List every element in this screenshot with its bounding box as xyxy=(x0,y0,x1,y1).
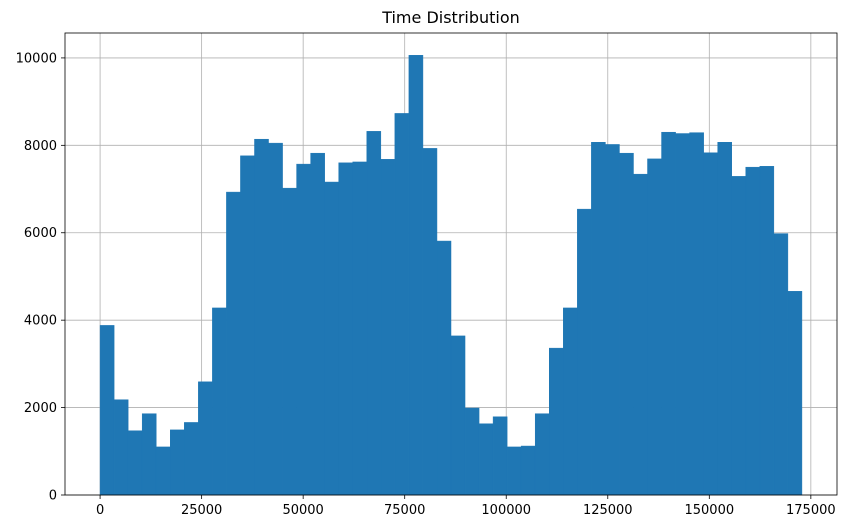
histogram-bar xyxy=(184,422,199,496)
histogram-bar xyxy=(717,142,732,496)
x-tick-label: 100000 xyxy=(481,503,531,518)
x-tick-label: 150000 xyxy=(684,503,734,518)
histogram-bar xyxy=(563,307,578,496)
histogram-bar xyxy=(324,181,339,496)
x-tick-label: 125000 xyxy=(583,503,633,518)
histogram-bar xyxy=(380,159,396,496)
histogram-bar xyxy=(787,291,803,496)
histogram-bar xyxy=(254,138,269,496)
histogram-bar xyxy=(520,445,536,496)
histogram-bar xyxy=(310,152,325,496)
histogram-bar xyxy=(141,413,157,496)
y-tick-label: 4000 xyxy=(24,314,57,329)
histogram-bar xyxy=(155,446,171,496)
histogram-bar xyxy=(675,133,690,496)
histogram-bar xyxy=(591,142,606,496)
y-tick-label: 0 xyxy=(49,489,57,504)
plot-frame xyxy=(64,32,838,496)
histogram-bar xyxy=(633,173,648,496)
y-tick-label: 2000 xyxy=(24,401,57,416)
histogram-bar xyxy=(619,152,634,496)
histogram-bar xyxy=(450,335,466,496)
histogram-bar xyxy=(731,176,747,496)
x-tick-label: 75000 xyxy=(384,503,425,518)
x-tick-label: 0 xyxy=(96,503,104,518)
histogram-bar xyxy=(198,381,213,496)
histogram-bar xyxy=(549,347,564,496)
y-tick-label: 10000 xyxy=(16,51,57,66)
histogram-bar xyxy=(661,131,676,496)
histogram-bars xyxy=(99,55,803,496)
histogram-bar xyxy=(577,208,592,496)
x-tick-label: 175000 xyxy=(786,503,836,518)
histogram-bar xyxy=(605,144,620,496)
histogram-bar xyxy=(338,162,353,496)
y-tick-label: 6000 xyxy=(24,226,57,241)
x-tick-label: 25000 xyxy=(181,503,222,518)
histogram-bar xyxy=(226,191,241,496)
histogram-bar xyxy=(268,142,283,496)
histogram-bar xyxy=(422,148,438,496)
histogram-bar xyxy=(703,152,718,496)
histogram-bar xyxy=(534,413,550,496)
histogram-bar xyxy=(352,161,368,496)
histogram-bar xyxy=(745,166,761,496)
histogram-bar xyxy=(282,187,297,496)
axis-ticks: 0 25000 50000 75000 100000 125000 150000 175000… xyxy=(16,51,836,518)
histogram-bar xyxy=(366,131,382,496)
histogram-bar xyxy=(506,446,522,496)
histogram-bar xyxy=(408,55,424,496)
histogram-bar xyxy=(436,240,452,496)
histogram-bar xyxy=(99,325,115,496)
histogram-bar xyxy=(773,233,789,496)
axes-frame xyxy=(64,32,838,496)
histogram-bar xyxy=(478,423,494,496)
chart-title: Time Distribution xyxy=(381,8,520,27)
histogram-bar xyxy=(113,399,129,496)
histogram-bar xyxy=(647,158,662,496)
histogram-bar xyxy=(689,132,704,496)
y-tick-label: 8000 xyxy=(24,139,57,154)
x-tick-label: 50000 xyxy=(282,503,323,518)
histogram-bar xyxy=(170,429,185,496)
histogram-bar xyxy=(240,155,255,496)
histogram-bar xyxy=(296,163,311,496)
histogram-bar xyxy=(127,430,143,496)
histogram-bar xyxy=(394,113,410,496)
histogram-bar xyxy=(464,407,480,496)
histogram-bar xyxy=(212,307,227,496)
histogram-bar xyxy=(492,416,508,496)
histogram-bar xyxy=(759,166,775,496)
